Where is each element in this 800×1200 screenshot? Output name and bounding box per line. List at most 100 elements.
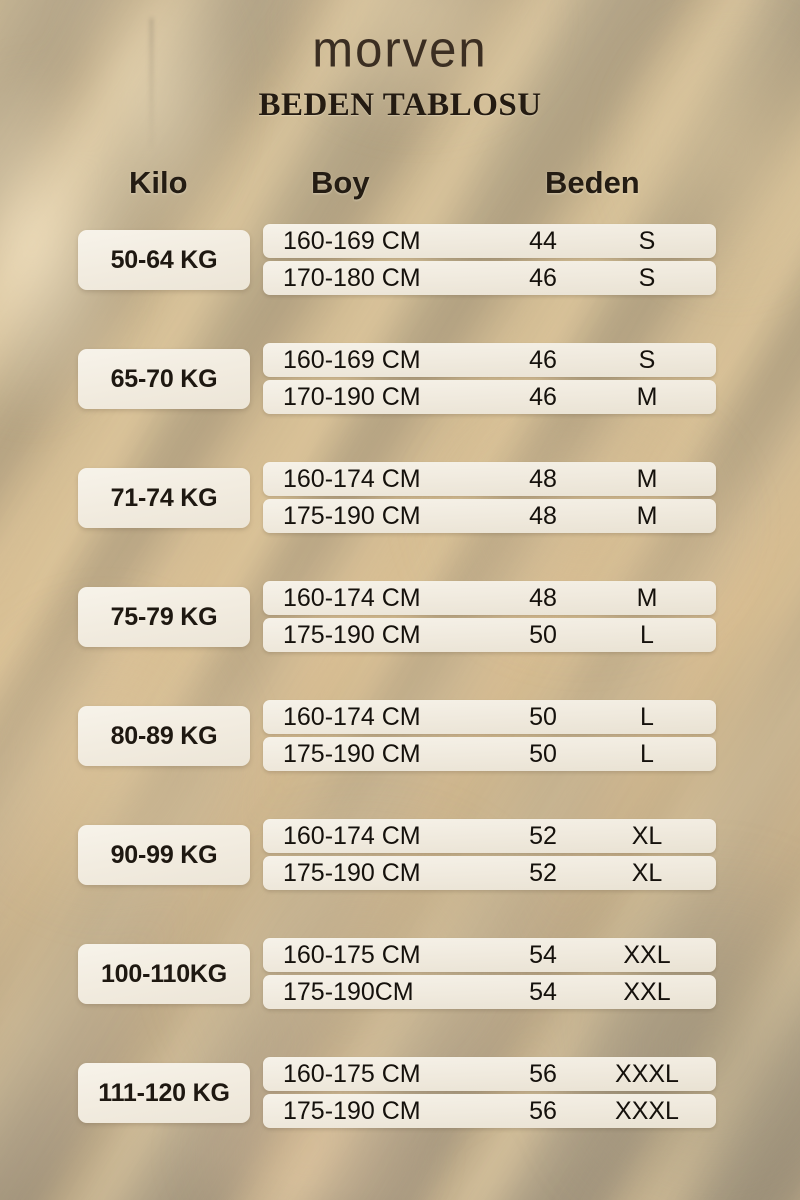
cell-size: S: [638, 227, 656, 255]
cell-number: 50: [529, 740, 557, 768]
table-row: 160-175 CM 54 XXL: [263, 938, 716, 972]
cell-height: 170-190 CM: [283, 383, 421, 411]
cell-number: 48: [529, 465, 557, 493]
cell-size: L: [640, 740, 654, 768]
cell-number: 50: [529, 703, 557, 731]
cell-number: 54: [529, 941, 557, 969]
cell-height: 175-190 CM: [283, 1097, 421, 1125]
table-row: 160-174 CM 52 XL: [263, 819, 716, 853]
cell-number: 50: [529, 621, 557, 649]
cell-height: 160-169 CM: [283, 227, 421, 255]
cell-size: S: [638, 346, 656, 374]
group-rows: 160-175 CM 54 XXL 175-190CM 54 XXL: [263, 938, 716, 1009]
weight-group: 65-70 KG 160-169 CM 46 S 170-190 CM 46 M: [0, 337, 800, 456]
table-row: 170-180 CM 46 S: [263, 261, 716, 295]
weight-pill: 75-79 KG: [78, 587, 250, 647]
table-row: 175-190 CM 50 L: [263, 618, 716, 652]
cell-height: 160-174 CM: [283, 703, 421, 731]
cell-height: 160-175 CM: [283, 941, 421, 969]
cell-number: 56: [529, 1060, 557, 1088]
cell-size: M: [636, 383, 658, 411]
weight-pill: 100-110KG: [78, 944, 250, 1004]
cell-number: 46: [529, 264, 557, 292]
cell-size: XL: [631, 859, 663, 887]
weight-pill: 111-120 KG: [78, 1063, 250, 1123]
table-row: 160-174 CM 48 M: [263, 581, 716, 615]
brand-logo: morven: [312, 21, 488, 79]
table-row: 175-190 CM 50 L: [263, 737, 716, 771]
weight-group: 100-110KG 160-175 CM 54 XXL 175-190CM 54…: [0, 932, 800, 1051]
weight-label: 80-89 KG: [110, 721, 218, 750]
cell-size: L: [640, 621, 654, 649]
cell-height: 160-174 CM: [283, 584, 421, 612]
weight-label: 90-99 KG: [110, 840, 218, 869]
cell-size: XL: [631, 822, 663, 850]
weight-group: 75-79 KG 160-174 CM 48 M 175-190 CM 50 L: [0, 575, 800, 694]
column-header-beden: Beden: [545, 165, 640, 200]
cell-size: XXL: [623, 941, 671, 969]
cell-number: 46: [529, 383, 557, 411]
cell-height: 160-174 CM: [283, 465, 421, 493]
table-row: 160-169 CM 44 S: [263, 224, 716, 258]
cell-number: 48: [529, 502, 557, 530]
cell-size: M: [636, 502, 658, 530]
cell-height: 175-190 CM: [283, 621, 421, 649]
cell-size: M: [636, 584, 658, 612]
weight-label: 111-120 KG: [98, 1078, 230, 1107]
chart-header: morven BEDEN TABLOSU: [0, 0, 800, 122]
group-rows: 160-169 CM 46 S 170-190 CM 46 M: [263, 343, 716, 414]
cell-number: 46: [529, 346, 557, 374]
group-rows: 160-175 CM 56 XXXL 175-190 CM 56 XXXL: [263, 1057, 716, 1128]
table-row: 175-190 CM 56 XXXL: [263, 1094, 716, 1128]
weight-label: 71-74 KG: [110, 483, 218, 512]
cell-size: XXXL: [615, 1097, 679, 1125]
cell-height: 160-175 CM: [283, 1060, 421, 1088]
column-headers: Kilo Boy Beden: [0, 163, 800, 207]
table-row: 175-190 CM 52 XL: [263, 856, 716, 890]
cell-height: 170-180 CM: [283, 264, 421, 292]
weight-pill: 90-99 KG: [78, 825, 250, 885]
cell-number: 56: [529, 1097, 557, 1125]
size-table: 50-64 KG 160-169 CM 44 S 170-180 CM 46 S…: [0, 218, 800, 1170]
cell-size: XXL: [623, 978, 671, 1006]
cell-number: 52: [529, 822, 557, 850]
weight-label: 50-64 KG: [110, 245, 218, 274]
cell-height: 175-190CM: [283, 978, 414, 1006]
column-header-boy: Boy: [311, 165, 370, 200]
group-rows: 160-174 CM 50 L 175-190 CM 50 L: [263, 700, 716, 771]
cell-size: L: [640, 703, 654, 731]
group-rows: 160-174 CM 48 M 175-190 CM 48 M: [263, 462, 716, 533]
weight-label: 75-79 KG: [110, 602, 218, 631]
hanger-hook-shape: [150, 18, 153, 148]
weight-group: 71-74 KG 160-174 CM 48 M 175-190 CM 48 M: [0, 456, 800, 575]
cell-size: M: [636, 465, 658, 493]
cell-number: 48: [529, 584, 557, 612]
table-row: 170-190 CM 46 M: [263, 380, 716, 414]
weight-group: 80-89 KG 160-174 CM 50 L 175-190 CM 50 L: [0, 694, 800, 813]
cell-number: 44: [529, 227, 557, 255]
group-rows: 160-174 CM 52 XL 175-190 CM 52 XL: [263, 819, 716, 890]
weight-pill: 71-74 KG: [78, 468, 250, 528]
group-rows: 160-169 CM 44 S 170-180 CM 46 S: [263, 224, 716, 295]
weight-label: 100-110KG: [100, 959, 228, 988]
table-row: 160-169 CM 46 S: [263, 343, 716, 377]
table-row: 175-190CM 54 XXL: [263, 975, 716, 1009]
weight-group: 90-99 KG 160-174 CM 52 XL 175-190 CM 52 …: [0, 813, 800, 932]
weight-group: 111-120 KG 160-175 CM 56 XXXL 175-190 CM…: [0, 1051, 800, 1170]
weight-pill: 50-64 KG: [78, 230, 250, 290]
cell-height: 160-169 CM: [283, 346, 421, 374]
cell-size: S: [638, 264, 656, 292]
page-title: BEDEN TABLOSU: [258, 87, 542, 123]
table-row: 160-174 CM 48 M: [263, 462, 716, 496]
column-header-kilo: Kilo: [129, 165, 188, 200]
cell-height: 175-190 CM: [283, 502, 421, 530]
cell-height: 160-174 CM: [283, 822, 421, 850]
cell-height: 175-190 CM: [283, 740, 421, 768]
table-row: 160-174 CM 50 L: [263, 700, 716, 734]
weight-label: 65-70 KG: [110, 364, 218, 393]
cell-number: 54: [529, 978, 557, 1006]
table-row: 160-175 CM 56 XXXL: [263, 1057, 716, 1091]
weight-group: 50-64 KG 160-169 CM 44 S 170-180 CM 46 S: [0, 218, 800, 337]
weight-pill: 80-89 KG: [78, 706, 250, 766]
